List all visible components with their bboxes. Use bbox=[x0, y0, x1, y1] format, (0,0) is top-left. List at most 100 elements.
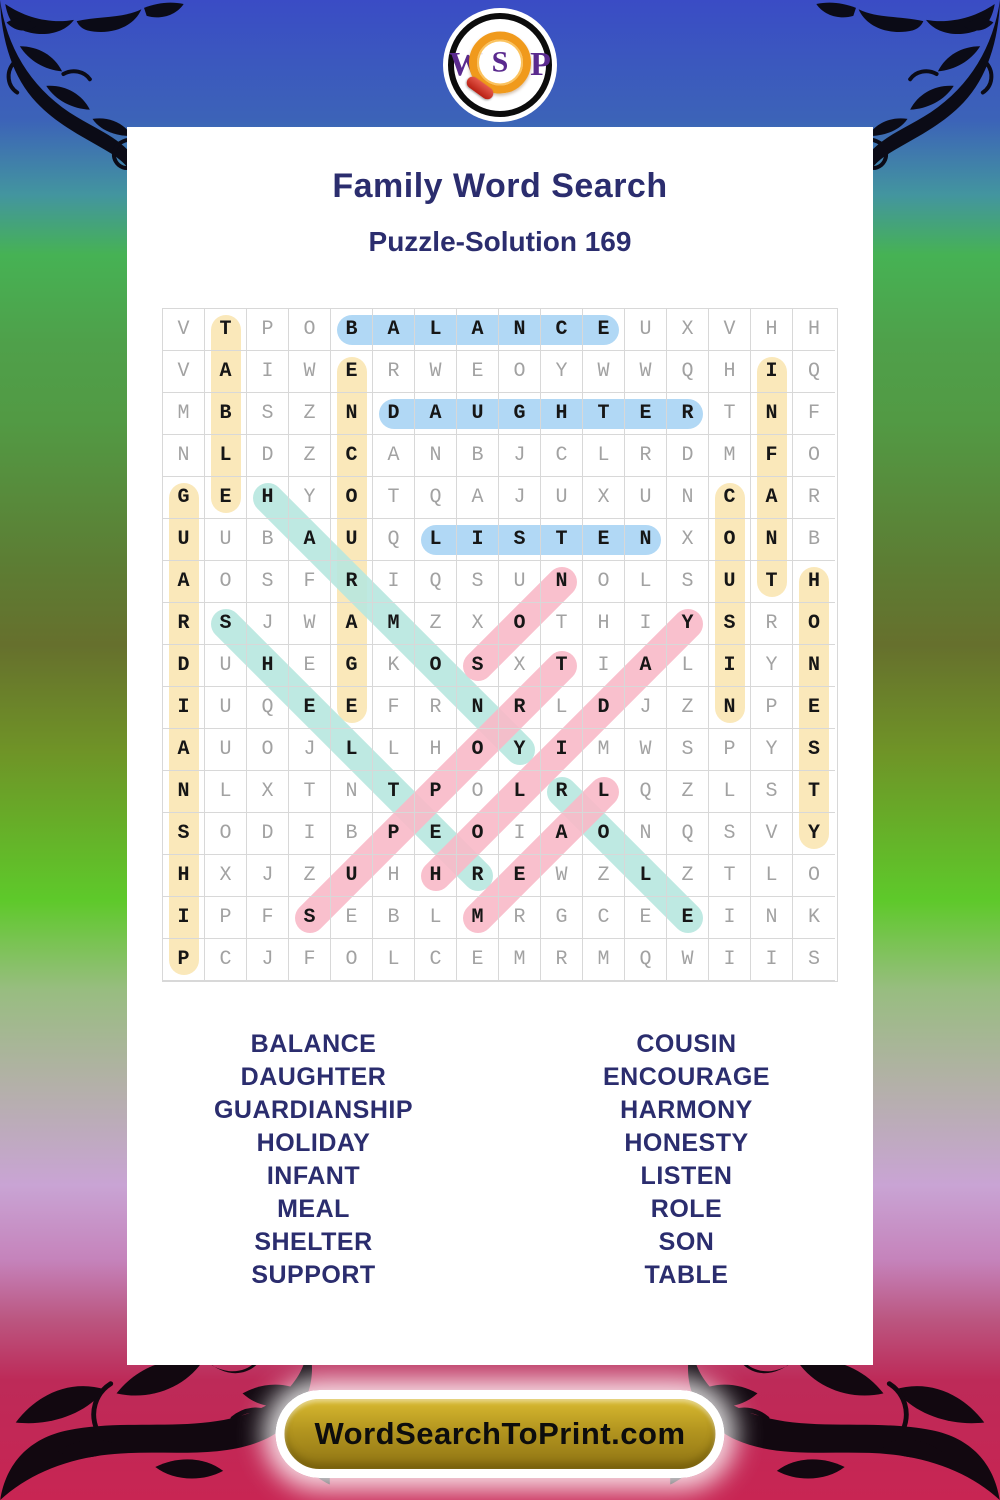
grid-cell: I bbox=[373, 561, 415, 603]
grid-cell: O bbox=[205, 561, 247, 603]
grid-cell: H bbox=[793, 309, 835, 351]
grid-cell: H bbox=[163, 855, 205, 897]
grid-cell: Q bbox=[373, 519, 415, 561]
grid-cell: Y bbox=[751, 645, 793, 687]
grid-cell: Z bbox=[289, 855, 331, 897]
grid-cell: N bbox=[541, 561, 583, 603]
grid-cell: N bbox=[163, 435, 205, 477]
grid-cell: J bbox=[499, 477, 541, 519]
grid-cell: L bbox=[373, 939, 415, 981]
grid-cell: B bbox=[247, 519, 289, 561]
grid-cell: S bbox=[667, 561, 709, 603]
grid-cell: L bbox=[667, 645, 709, 687]
grid-cell: T bbox=[583, 393, 625, 435]
word-list-item: HOLIDAY bbox=[256, 1129, 371, 1157]
grid-cell: Q bbox=[667, 351, 709, 393]
grid-cell: S bbox=[457, 645, 499, 687]
grid-cell: V bbox=[163, 351, 205, 393]
grid-cell: H bbox=[751, 309, 793, 351]
grid-cell: E bbox=[583, 519, 625, 561]
word-list-right: COUSIN ENCOURAGE HARMONY HONESTY LISTEN ROLE S… bbox=[500, 1028, 873, 1292]
grid-cell: D bbox=[247, 813, 289, 855]
grid-cell: R bbox=[331, 561, 373, 603]
grid-cell: L bbox=[205, 435, 247, 477]
grid-cell: E bbox=[625, 393, 667, 435]
grid-cell: H bbox=[373, 855, 415, 897]
grid-cell: S bbox=[709, 603, 751, 645]
grid-cell: L bbox=[373, 729, 415, 771]
grid-cell: I bbox=[247, 351, 289, 393]
grid-cell: O bbox=[247, 729, 289, 771]
grid-cell: E bbox=[205, 477, 247, 519]
grid-cell: R bbox=[499, 897, 541, 939]
grid-cell: O bbox=[499, 351, 541, 393]
grid-cell: T bbox=[373, 771, 415, 813]
grid-cell: F bbox=[247, 897, 289, 939]
grid-cell: P bbox=[373, 813, 415, 855]
grid-cell: U bbox=[625, 309, 667, 351]
word-list-item: SUPPORT bbox=[251, 1261, 376, 1289]
grid-cell: X bbox=[457, 603, 499, 645]
grid-cell: H bbox=[415, 729, 457, 771]
grid-cell: H bbox=[247, 645, 289, 687]
grid-cell: N bbox=[751, 519, 793, 561]
grid-cell: E bbox=[457, 939, 499, 981]
grid-cell: L bbox=[415, 309, 457, 351]
grid-cell: L bbox=[415, 519, 457, 561]
grid-cell: K bbox=[373, 645, 415, 687]
grid-cell: S bbox=[247, 561, 289, 603]
grid-cell: F bbox=[289, 939, 331, 981]
grid-cell: J bbox=[247, 855, 289, 897]
grid-cell: R bbox=[751, 603, 793, 645]
grid-cell: I bbox=[751, 939, 793, 981]
grid-cell: B bbox=[457, 435, 499, 477]
grid-cell: M bbox=[709, 435, 751, 477]
grid-cell: I bbox=[289, 813, 331, 855]
grid-cell: C bbox=[205, 939, 247, 981]
highlight-meal bbox=[463, 777, 619, 933]
grid-cell: Y bbox=[667, 603, 709, 645]
grid-cell: Q bbox=[625, 939, 667, 981]
grid-cell: U bbox=[541, 477, 583, 519]
highlight-harmony bbox=[253, 483, 535, 765]
grid-cell: V bbox=[709, 309, 751, 351]
site-button[interactable]: WordSearchToPrint.com bbox=[275, 1390, 725, 1478]
word-list: BALANCE DAUGHTER GUARDIANSHIP HOLIDAY INFANT… bbox=[127, 1028, 873, 1292]
grid-cell: I bbox=[499, 813, 541, 855]
grid-cell: K bbox=[793, 897, 835, 939]
grid-cell: X bbox=[499, 645, 541, 687]
grid-cell: U bbox=[163, 519, 205, 561]
grid-cell: R bbox=[541, 939, 583, 981]
grid-cell: F bbox=[289, 561, 331, 603]
grid-cell: O bbox=[499, 603, 541, 645]
grid-cell: O bbox=[331, 939, 373, 981]
grid-cell: X bbox=[205, 855, 247, 897]
grid-cell: U bbox=[457, 393, 499, 435]
grid-cell: S bbox=[793, 729, 835, 771]
grid-cell: U bbox=[205, 687, 247, 729]
highlight-son bbox=[463, 567, 577, 681]
grid-cell: W bbox=[625, 729, 667, 771]
highlight-shelter bbox=[211, 609, 493, 891]
grid-cell: Q bbox=[415, 561, 457, 603]
grid-cell: S bbox=[457, 561, 499, 603]
grid-cell: E bbox=[331, 351, 373, 393]
grid-cell: P bbox=[751, 687, 793, 729]
grid-cell: J bbox=[289, 729, 331, 771]
grid-cell: G bbox=[499, 393, 541, 435]
grid-cell: P bbox=[247, 309, 289, 351]
grid-cell: Z bbox=[667, 855, 709, 897]
grid-cell: P bbox=[205, 897, 247, 939]
grid-cell: I bbox=[709, 897, 751, 939]
puzzle-card: Family Word Search Puzzle-Solution 169 V… bbox=[127, 127, 873, 1365]
grid-cell: U bbox=[331, 855, 373, 897]
grid-cell: N bbox=[793, 645, 835, 687]
grid-cell: U bbox=[205, 729, 247, 771]
grid-cell: S bbox=[205, 603, 247, 645]
grid-cell: W bbox=[289, 603, 331, 645]
grid-cell: Z bbox=[667, 771, 709, 813]
grid-cell: A bbox=[457, 309, 499, 351]
grid-cell: X bbox=[667, 519, 709, 561]
grid-cell: Y bbox=[751, 729, 793, 771]
